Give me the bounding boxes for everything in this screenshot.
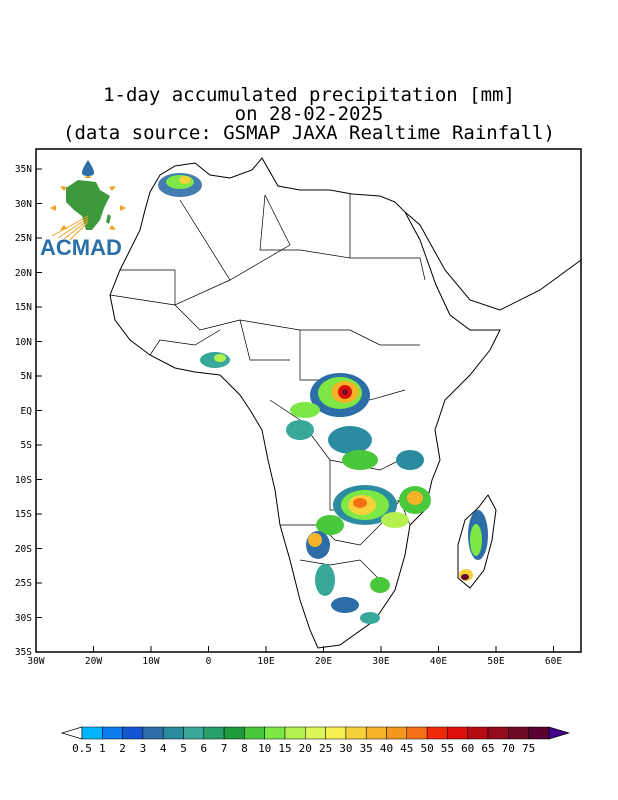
lat-label: 5N xyxy=(21,371,33,382)
lat-label: 20S xyxy=(15,544,32,555)
arabia-coastline xyxy=(404,211,581,311)
colorbar-label: 35 xyxy=(360,742,373,755)
colorbar-box xyxy=(345,726,367,740)
lon-label: 30E xyxy=(372,656,389,667)
precipitation-field xyxy=(158,173,488,624)
colorbar-box xyxy=(406,726,428,740)
map-title-line3: (data source: GSMAP JAXA Realtime Rainfa… xyxy=(63,122,555,144)
lat-label: 30S xyxy=(15,613,32,624)
lon-label: 60E xyxy=(545,656,562,667)
lat-label: 10N xyxy=(15,337,32,348)
colorbar-label: 3 xyxy=(140,742,147,755)
colorbar-box xyxy=(467,726,489,740)
colorbar-box xyxy=(203,726,225,740)
colorbar-box xyxy=(447,726,468,740)
colorbar-label: 20 xyxy=(299,742,312,755)
colorbar-box xyxy=(142,726,164,740)
lon-label: 10E xyxy=(257,656,274,667)
colorbar-label: 70 xyxy=(502,742,515,755)
colorbar-box xyxy=(162,726,184,740)
colorbar-label: 4 xyxy=(160,742,167,755)
colorbar-box xyxy=(487,726,509,740)
colorbar-label: 60 xyxy=(461,742,474,755)
colorbar-label: 30 xyxy=(339,742,352,755)
lat-label: 25S xyxy=(15,578,32,589)
colorbar-label: 6 xyxy=(200,742,207,755)
colorbar-box xyxy=(102,726,123,740)
lon-label: 10W xyxy=(142,656,159,667)
colorbar-box xyxy=(122,726,144,740)
lat-label: 15N xyxy=(15,302,32,313)
colorbar-under-triangle xyxy=(60,726,83,740)
colorbar-box xyxy=(244,726,265,740)
colorbar-box xyxy=(508,726,529,740)
lat-label: 35S xyxy=(15,647,32,658)
lat-label: 5S xyxy=(21,440,33,451)
lon-label: 0 xyxy=(206,656,212,667)
colorbar-label: 45 xyxy=(400,742,413,755)
colorbar-box xyxy=(426,726,448,740)
colorbar-label: 15 xyxy=(278,742,291,755)
colorbar-label: 55 xyxy=(441,742,454,755)
colorbar-over-triangle xyxy=(548,726,571,740)
africa-coastline xyxy=(109,157,501,649)
lon-label: 30W xyxy=(27,656,44,667)
lon-label: 40E xyxy=(430,656,447,667)
colorbar-box xyxy=(325,726,347,740)
lat-label: 10S xyxy=(15,475,32,486)
lat-label: 25N xyxy=(15,233,32,244)
colorbar-label: 8 xyxy=(241,742,248,755)
colorbar-box xyxy=(284,726,306,740)
lon-label: 20W xyxy=(85,656,102,667)
madagascar-outline xyxy=(457,494,497,589)
map-frame xyxy=(35,148,582,653)
lat-label: 20N xyxy=(15,268,32,279)
acmad-logo-text: ACMAD xyxy=(40,235,122,260)
lat-label: EQ xyxy=(21,406,33,417)
colorbar-box xyxy=(386,726,408,740)
colorbar-label: 75 xyxy=(522,742,535,755)
colorbar-label: 2 xyxy=(119,742,126,755)
colorbar-label: 50 xyxy=(420,742,433,755)
colorbar-label: 0.5 xyxy=(72,742,92,755)
acmad-logo-icon xyxy=(50,160,126,241)
colorbar-box xyxy=(183,726,205,740)
axis-ticks xyxy=(35,168,554,652)
map-title-line2: on 28-02-2025 xyxy=(234,103,384,125)
colorbar-label: 5 xyxy=(180,742,187,755)
colorbar: 0.5 1 2 3 4 5 6 7 8 10 15 20 25 30 35 40 45 50 55 60 65 70 75 xyxy=(60,726,571,755)
colorbar-box xyxy=(305,726,326,740)
colorbar-label: 40 xyxy=(380,742,393,755)
colorbar-box xyxy=(81,726,103,740)
colorbar-box xyxy=(223,726,245,740)
lon-label: 20E xyxy=(315,656,332,667)
lon-label: 50E xyxy=(487,656,504,667)
colorbar-label: 1 xyxy=(99,742,106,755)
colorbar-box xyxy=(528,726,550,740)
colorbar-label: 25 xyxy=(319,742,332,755)
colorbar-box xyxy=(365,726,387,740)
colorbar-box xyxy=(264,726,286,740)
map-title-line1: 1-day accumulated precipitation [mm] xyxy=(103,84,515,106)
lat-label: 30N xyxy=(15,199,32,210)
colorbar-label: 7 xyxy=(221,742,228,755)
lat-label: 35N xyxy=(15,164,32,175)
colorbar-label: 10 xyxy=(258,742,271,755)
lat-label: 15S xyxy=(15,509,32,520)
colorbar-label: 65 xyxy=(481,742,494,755)
